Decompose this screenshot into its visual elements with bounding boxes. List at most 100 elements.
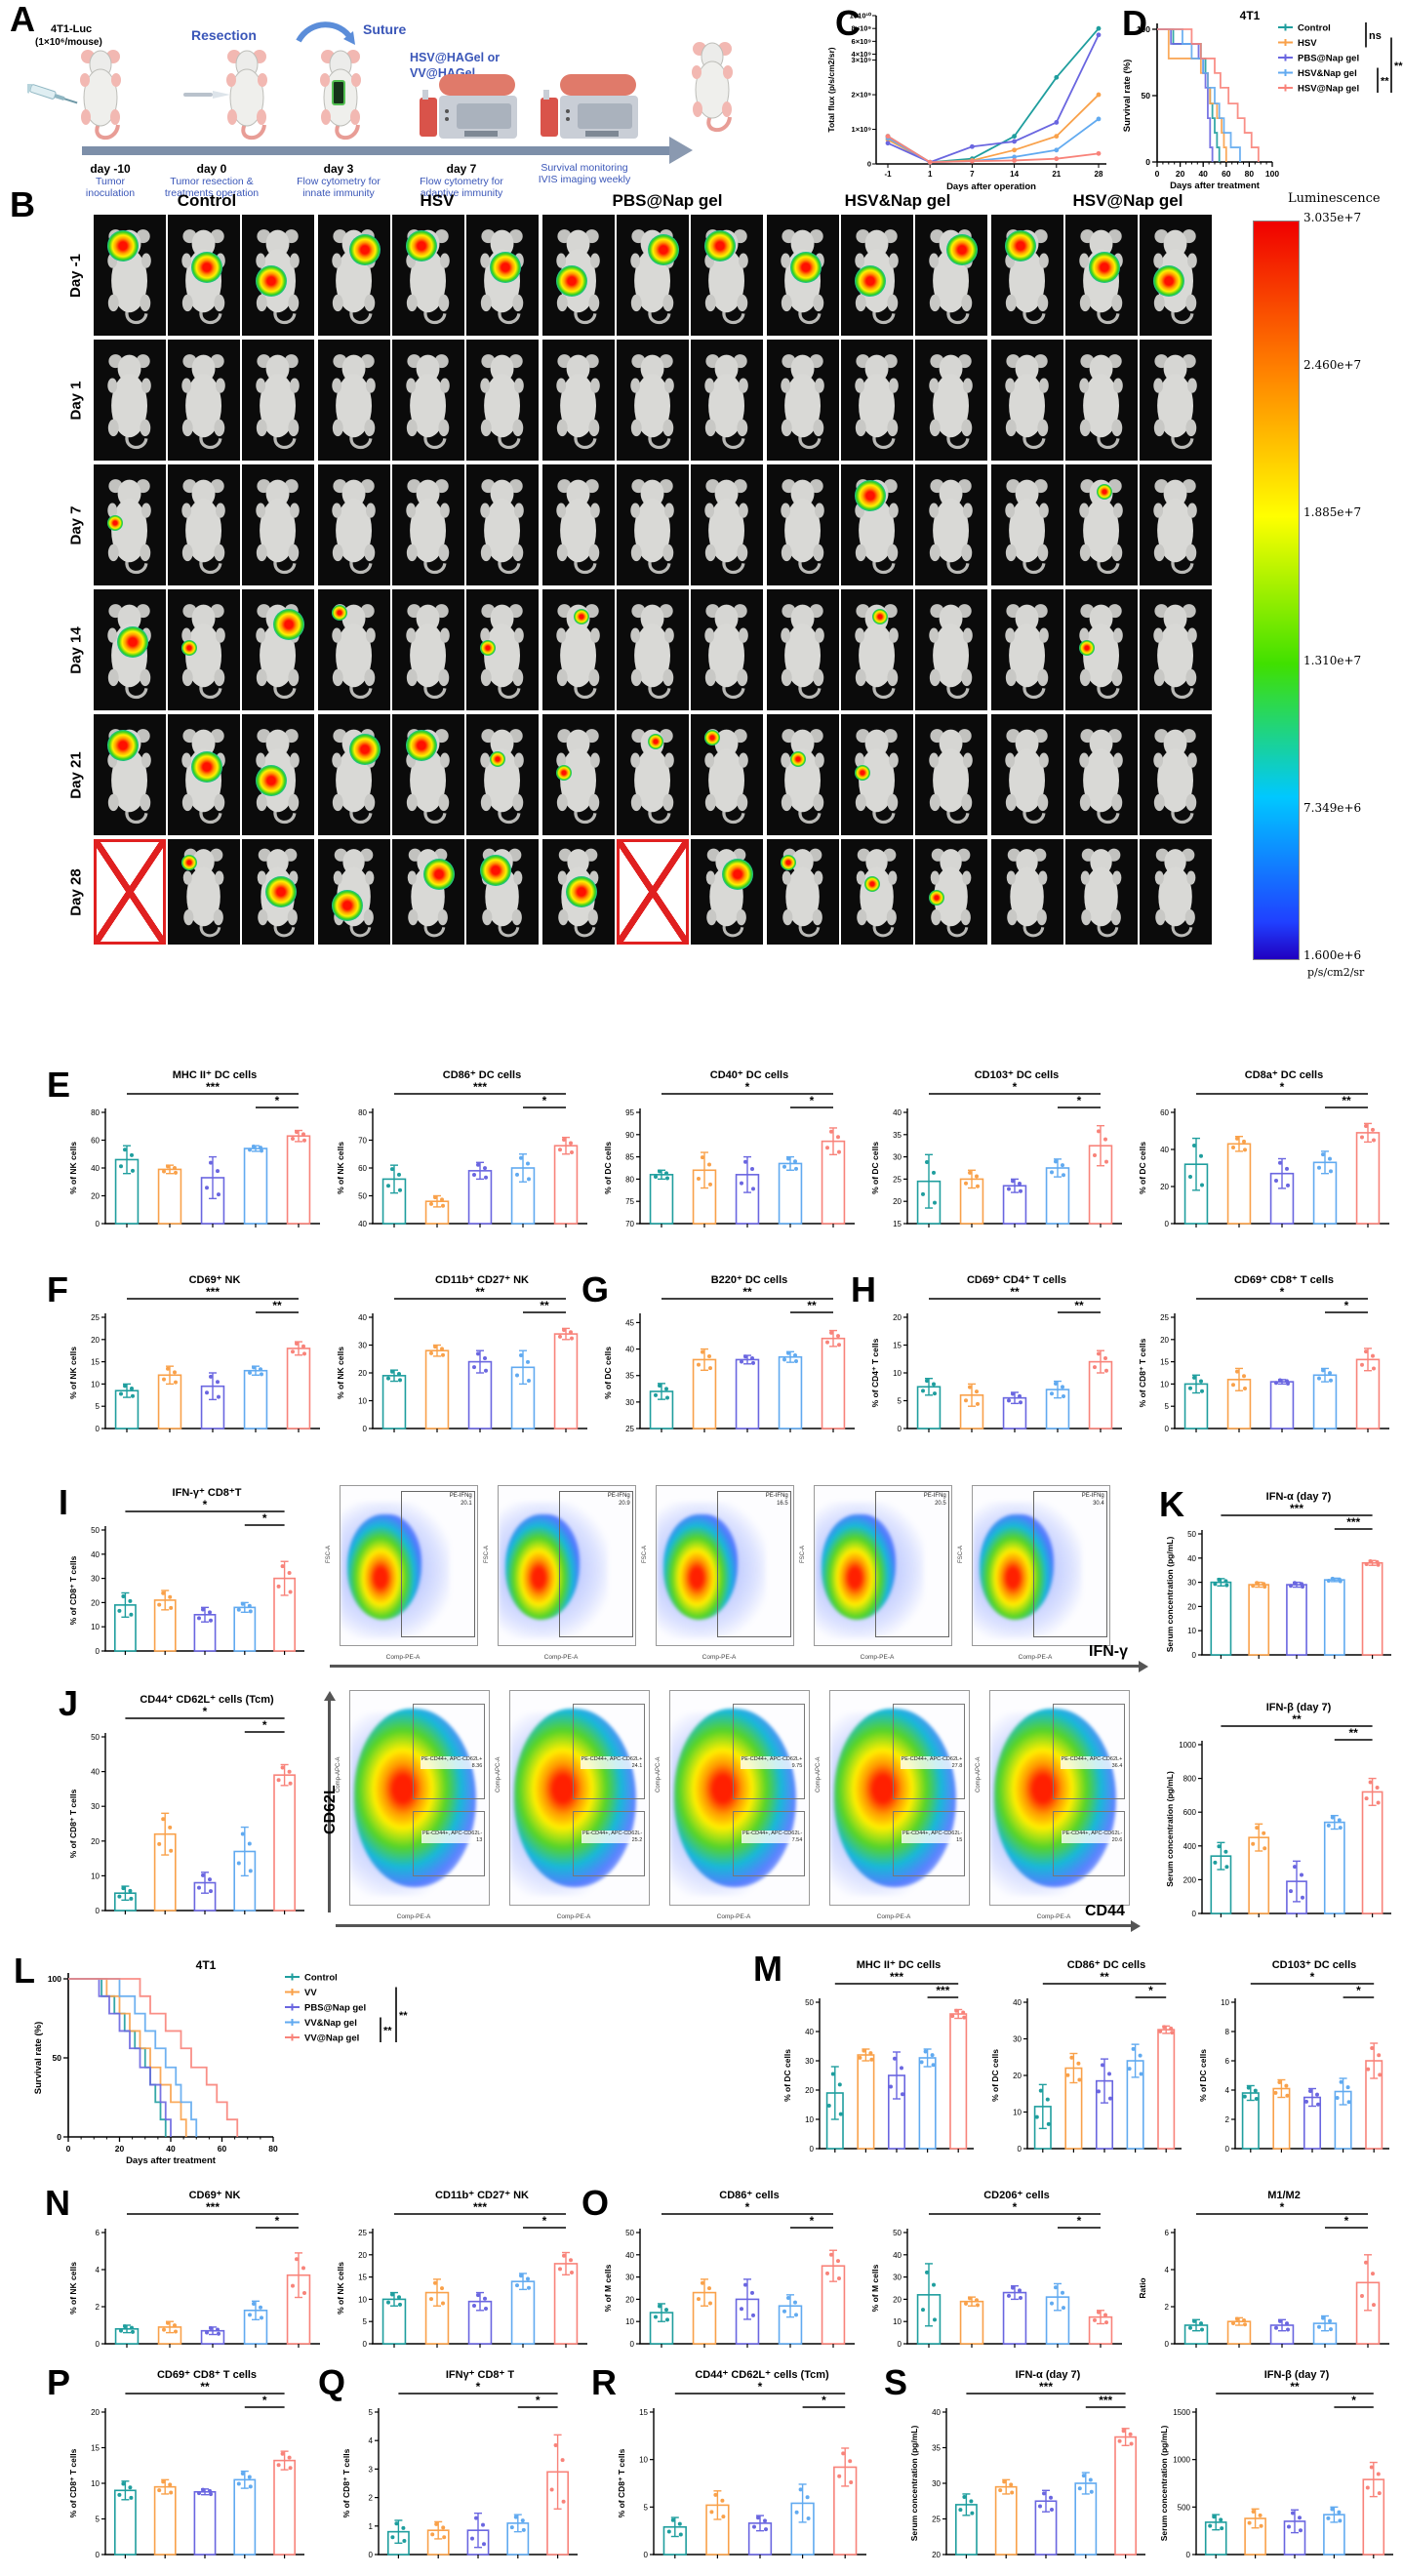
mouse-silhouette-icon bbox=[255, 477, 301, 574]
svg-text:1×10⁹: 1×10⁹ bbox=[852, 125, 872, 134]
mouse-image bbox=[542, 340, 615, 461]
svg-text:CD69⁺ NK: CD69⁺ NK bbox=[189, 1274, 241, 1286]
svg-text:*: * bbox=[1344, 2214, 1349, 2228]
svg-text:*: * bbox=[1280, 1285, 1285, 1299]
milestone-monitoring: Survival monitoring IVIS imaging weekly bbox=[521, 162, 648, 185]
svg-text:40: 40 bbox=[91, 1550, 100, 1559]
svg-text:70: 70 bbox=[625, 1220, 634, 1228]
bar-chart-ifn-beta: IFN-β (day 7) 0 200 400 600 800 1000 Serum conc… bbox=[1163, 1698, 1397, 1927]
svg-text:1000: 1000 bbox=[1173, 2456, 1190, 2465]
flow-y-axis-label: FSC-A bbox=[484, 1545, 490, 1563]
mouse-image bbox=[242, 714, 314, 835]
bar-chart-ifng-cd8-vv: IFNγ⁺ CD8⁺ T 0 1 2 3 4 5 % of CD8⁺ T cells * * bbox=[340, 2365, 583, 2568]
svg-text:10: 10 bbox=[91, 2479, 100, 2488]
svg-text:5: 5 bbox=[96, 1402, 100, 1411]
mouse-image bbox=[991, 589, 1063, 710]
flow-gate: PE-IFNg 20.5 bbox=[874, 1490, 949, 1638]
svg-text:30: 30 bbox=[893, 1153, 902, 1162]
svg-text:20: 20 bbox=[91, 2408, 100, 2417]
milestone-desc: Tumor bbox=[96, 176, 125, 187]
mouse-image bbox=[466, 215, 539, 336]
ifng-axis-label: IFN-γ bbox=[1089, 1643, 1128, 1660]
svg-text:Serum concentration (pg/mL): Serum concentration (pg/mL) bbox=[1165, 1771, 1175, 1887]
mouse-image bbox=[1065, 340, 1138, 461]
mouse-silhouette-icon bbox=[331, 352, 378, 449]
svg-text:MHC II⁺ DC cells: MHC II⁺ DC cells bbox=[857, 1959, 942, 1971]
mouse-image bbox=[392, 839, 464, 945]
svg-text:CD69⁺ CD8⁺ T cells: CD69⁺ CD8⁺ T cells bbox=[1234, 1274, 1334, 1286]
flow-x-axis-label: Comp-PE-A bbox=[702, 1654, 737, 1661]
mouse-image bbox=[94, 589, 166, 710]
luminescence-blob bbox=[872, 609, 888, 624]
bar-chart-ifng-cd8: IFN-γ⁺ CD8⁺T 0 10 20 30 40 50 % of CD8⁺ T cells… bbox=[66, 1483, 310, 1665]
bar-chart-tcm-vv: CD44⁺ CD62L⁺ cells (Tcm) 0 5 10 15 % of CD8⁺ … bbox=[615, 2365, 872, 2568]
svg-text:0: 0 bbox=[1145, 157, 1150, 167]
luminescence-blob bbox=[1079, 640, 1095, 656]
svg-text:6: 6 bbox=[1225, 2057, 1230, 2066]
day-label: Day 14 bbox=[67, 625, 85, 674]
svg-text:***: *** bbox=[1346, 1515, 1360, 1529]
svg-text:*: * bbox=[1077, 1094, 1082, 1107]
mouse-image bbox=[691, 589, 763, 710]
luminescence-blob bbox=[191, 252, 222, 283]
svg-text:1: 1 bbox=[369, 2522, 374, 2531]
mouse-image bbox=[915, 589, 987, 710]
mouse-image bbox=[466, 839, 539, 945]
excluded-mouse-cross bbox=[617, 839, 689, 945]
mouse-image bbox=[691, 839, 763, 945]
svg-text:4: 4 bbox=[369, 2436, 374, 2445]
bar-chart-cd69-cd8-vv: CD69⁺ CD8⁺ T cells 0 5 10 15 20 % of CD8⁺ T ce… bbox=[66, 2365, 310, 2568]
luminescence-colorbar bbox=[1253, 221, 1300, 960]
ivis-machine-icon bbox=[541, 74, 638, 139]
svg-text:60: 60 bbox=[91, 1137, 100, 1146]
luminescence-blob bbox=[855, 265, 886, 297]
svg-text:1×10¹⁰: 1×10¹⁰ bbox=[850, 12, 872, 20]
flow-plot: PE-IFNg 20.1 FSC-A Comp-PE-A bbox=[326, 1483, 480, 1661]
svg-text:40: 40 bbox=[1198, 169, 1208, 179]
mouse-image bbox=[168, 839, 240, 945]
luminescence-blob bbox=[864, 876, 880, 892]
svg-text:50: 50 bbox=[625, 2229, 634, 2237]
flow-gate: PE-IFNg 20.1 bbox=[400, 1490, 475, 1638]
svg-text:*: * bbox=[476, 2380, 481, 2394]
mouse-silhouette-icon bbox=[405, 477, 452, 574]
svg-text:Days after operation: Days after operation bbox=[946, 181, 1036, 192]
mouse-silhouette-icon bbox=[1004, 477, 1051, 574]
timeline-bar bbox=[82, 146, 669, 155]
mouse-image bbox=[991, 839, 1063, 945]
svg-text:*: * bbox=[758, 2380, 763, 2394]
svg-text:CD8a⁺ DC cells: CD8a⁺ DC cells bbox=[1245, 1069, 1323, 1081]
mouse-image bbox=[168, 714, 240, 835]
svg-text:20: 20 bbox=[893, 2295, 902, 2304]
mouse-image bbox=[392, 464, 464, 585]
mouse-image bbox=[542, 714, 615, 835]
svg-text:30: 30 bbox=[91, 1575, 100, 1584]
mouse-image bbox=[617, 464, 689, 585]
svg-text:0: 0 bbox=[1165, 2340, 1170, 2349]
svg-text:% of NK cells: % of NK cells bbox=[68, 2262, 78, 2314]
svg-text:15: 15 bbox=[893, 1342, 902, 1350]
svg-text:Days after treatment: Days after treatment bbox=[126, 2155, 217, 2166]
mouse-image bbox=[915, 215, 987, 336]
svg-text:5: 5 bbox=[898, 1397, 902, 1406]
svg-text:*: * bbox=[1351, 2394, 1356, 2407]
mouse-silhouette-icon bbox=[1152, 602, 1199, 699]
bar-chart-cd86-dc-vv: CD86⁺ DC cells 0 10 20 30 40% of DC cells ** * bbox=[988, 1955, 1187, 2162]
svg-text:4: 4 bbox=[1165, 2266, 1170, 2274]
mouse-silhouette-icon bbox=[479, 477, 526, 574]
survival-chart-svg: 4T1 0 50 100 0 20 40 60 80 Days after treatment Su… bbox=[33, 1958, 408, 2166]
svg-text:HSV@Nap gel: HSV@Nap gel bbox=[1298, 84, 1359, 95]
svg-text:Serum concentration (pg/mL): Serum concentration (pg/mL) bbox=[1159, 2426, 1169, 2542]
svg-text:45: 45 bbox=[625, 1318, 634, 1327]
svg-text:30: 30 bbox=[1187, 1579, 1196, 1588]
luminescence-blob bbox=[256, 765, 287, 796]
svg-text:% of DC cells: % of DC cells bbox=[1198, 2049, 1208, 2102]
svg-text:10: 10 bbox=[358, 2295, 367, 2304]
svg-text:**: ** bbox=[1394, 60, 1403, 72]
svg-text:% of NK cells: % of NK cells bbox=[68, 1347, 78, 1399]
density-blob bbox=[514, 1708, 637, 1888]
mouse-image bbox=[318, 589, 390, 710]
mouse-image bbox=[466, 714, 539, 835]
mouse-image bbox=[991, 714, 1063, 835]
